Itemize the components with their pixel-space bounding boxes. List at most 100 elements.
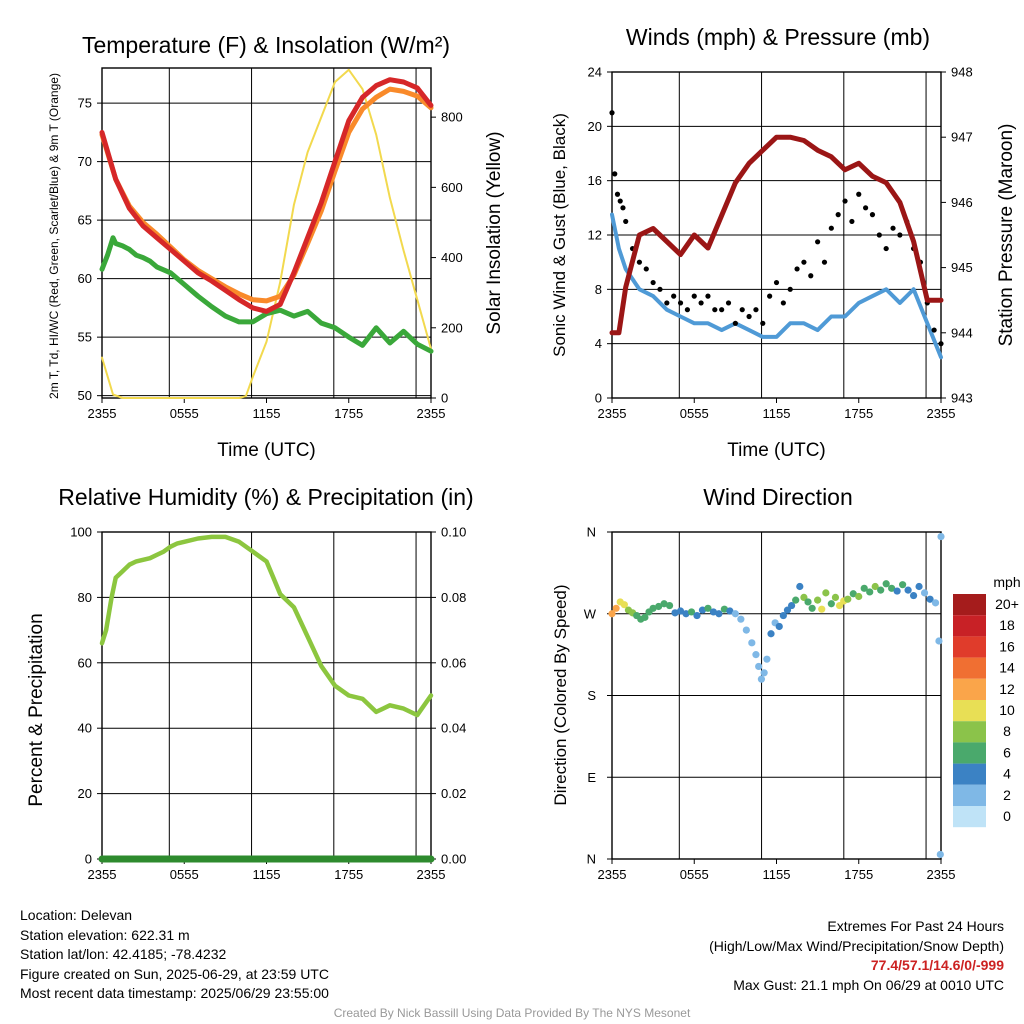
gust-point (849, 218, 855, 225)
chart-title: Relative Humidity (%) & Precipitation (i… (58, 484, 473, 510)
y-axis-right-tick-label: 0.08 (441, 590, 466, 605)
gust-point (760, 320, 766, 326)
y-axis-tick-label: 60 (78, 655, 92, 670)
direction-point (726, 607, 734, 615)
direction-point (931, 599, 940, 607)
direction-point (698, 606, 707, 614)
direction-point (742, 626, 750, 634)
direction-point (760, 669, 768, 677)
legend-label: 4 (1003, 766, 1011, 782)
direction-point (814, 596, 822, 604)
y-axis-tick-label: 100 (70, 525, 92, 540)
direction-point (709, 608, 718, 616)
gust-point (657, 286, 663, 292)
y-axis-tick-label: 4 (595, 336, 602, 351)
y-axis-label: Sonic Wind & Gust (Blue, Black) (550, 113, 569, 357)
gust-point (938, 341, 944, 347)
gust-point (725, 300, 732, 306)
y-axis-label: Direction (Colored By Speed) (551, 584, 570, 805)
y-axis-right-tick-label: 948 (951, 65, 973, 80)
y-axis-right-tick-label: 800 (441, 110, 463, 125)
y-axis-tick-label: 80 (78, 590, 92, 605)
direction-point (818, 605, 826, 613)
direction-point (937, 532, 945, 541)
gust-point (698, 300, 704, 306)
x-tick-label: 1755 (334, 867, 363, 882)
gust-point (691, 293, 697, 299)
legend-label: 18 (999, 617, 1015, 633)
y-axis-tick-label: 40 (78, 721, 92, 736)
y-axis-tick-label: 12 (588, 228, 602, 243)
extremes-values: 77.4/57.1/14.6/0/-999 (870, 957, 1004, 974)
legend-title: mph (993, 574, 1020, 590)
direction-point (620, 601, 628, 609)
y-axis-right-tick-label: 0.06 (441, 655, 466, 670)
direction-point (757, 675, 766, 683)
y-axis-right-tick-label: 947 (951, 130, 973, 145)
direction-point (822, 589, 830, 597)
direction-point (608, 610, 616, 618)
extremes-title: Extremes For Past 24 Hours (827, 918, 1004, 934)
y-axis-tick-label: 16 (588, 173, 602, 188)
legend-swatch (953, 700, 986, 722)
plot-frame (101, 531, 432, 860)
y-axis-tick-label: 24 (588, 65, 602, 80)
y-axis-right-tick-label: 943 (951, 391, 973, 406)
gust-point (636, 259, 643, 265)
direction-point (792, 596, 800, 604)
direction-point (888, 584, 896, 592)
gust-point (808, 273, 814, 279)
x-tick-label: 2355 (88, 867, 117, 882)
direction-point (641, 613, 649, 621)
gust-point (897, 232, 903, 238)
x-axis-label: Time (UTC) (217, 440, 316, 461)
gust-point (664, 300, 670, 306)
gust-point (614, 191, 621, 197)
extremes-info: Extremes For Past 24 Hours (High/Low/Max… (709, 917, 1004, 995)
insolation-line (101, 68, 432, 399)
extremes-subtitle: (High/Low/Max Wind/Precipitation/Snow De… (709, 937, 1004, 954)
gust-point (746, 313, 752, 320)
gust-point (780, 300, 786, 306)
gust-point (794, 266, 800, 272)
gust-point (617, 198, 623, 204)
gust-point (684, 307, 690, 313)
direction-point (665, 601, 674, 610)
direction-point (775, 622, 783, 631)
direction-point (877, 586, 885, 594)
location-text: Location: Delevan (20, 907, 133, 923)
y-axis-tick-label: 50 (78, 388, 92, 403)
direction-point (755, 662, 763, 671)
temperature-series-line (99, 86, 434, 304)
y-axis-tick-label: E (587, 770, 596, 785)
direction-point (748, 639, 756, 647)
x-tick-label: 2355 (927, 867, 956, 882)
y-axis-right-tick-label: 200 (441, 320, 463, 335)
x-tick-label: 2355 (88, 406, 117, 421)
x-tick-label: 1155 (763, 867, 791, 882)
gust-point (612, 171, 618, 177)
legend-label: 8 (1003, 723, 1011, 739)
gust-point (815, 239, 821, 245)
y-axis-right-tick-label: 946 (951, 195, 973, 210)
legend-label: 2 (1003, 787, 1011, 803)
legend-swatch (953, 615, 986, 637)
x-tick-label: 1755 (844, 406, 873, 421)
credit-text: Created By Nick Bassill Using Data Provi… (333, 1006, 691, 1020)
gust-point (876, 232, 882, 238)
legend-swatch (953, 678, 986, 700)
y-axis-tick-label: N (587, 852, 596, 867)
direction-point (731, 610, 739, 618)
gust-point (753, 307, 759, 313)
direction-point (844, 595, 852, 603)
gust-point (719, 307, 725, 313)
direction-point (866, 588, 874, 596)
y-axis-right-tick-label: 600 (441, 180, 463, 195)
temperature-series-line (99, 77, 434, 314)
y-axis-right-label: Solar Insolation (Yellow) (484, 131, 505, 334)
x-tick-label: 1755 (844, 867, 873, 882)
gust-point (856, 191, 862, 197)
legend-swatch (953, 742, 986, 764)
direction-point (687, 608, 696, 616)
